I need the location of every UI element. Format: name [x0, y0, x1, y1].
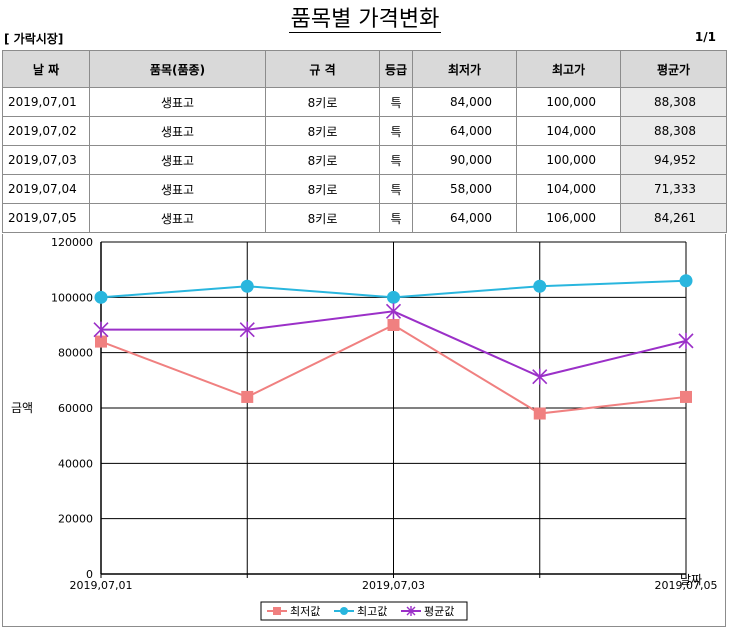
- legend-label: 최고값: [357, 605, 387, 618]
- cell-max-price: 104,000: [516, 116, 621, 146]
- y-tick-label: 20000: [58, 513, 93, 526]
- cell-item: 생표고: [89, 116, 266, 146]
- cell-date: 2019,07,03: [2, 145, 90, 175]
- cell-date: 2019,07,01: [2, 87, 90, 117]
- cell-item: 생표고: [89, 203, 266, 233]
- table-row: 2019,07,03 생표고 8키로 특 90,000 100,000 94,9…: [2, 145, 727, 175]
- cell-avg-price: 84,261: [620, 203, 727, 233]
- y-tick-label: 0: [86, 568, 93, 581]
- cell-min-price: 84,000: [412, 87, 517, 117]
- legend-label: 최저값: [290, 605, 320, 618]
- column-header-max-price: 최고가: [516, 50, 621, 88]
- cell-max-price: 104,000: [516, 174, 621, 204]
- column-header-spec: 규 격: [265, 50, 380, 88]
- data-point-circle: [679, 274, 693, 288]
- cell-date: 2019,07,04: [2, 174, 90, 204]
- cell-grade: 특: [379, 203, 413, 233]
- data-point-star: [385, 303, 402, 320]
- y-tick-label: 60000: [58, 402, 93, 415]
- table-row: 2019,07,01 생표고 8키로 특 84,000 100,000 88,3…: [2, 87, 727, 117]
- data-point-star: [239, 321, 255, 338]
- x-tick-label: 2019,07,01: [70, 579, 133, 592]
- cell-max-price: 106,000: [516, 203, 621, 233]
- legend-marker-square: [273, 607, 281, 615]
- table-row: 2019,07,04 생표고 8키로 특 58,000 104,000 71,3…: [2, 174, 727, 204]
- y-axis-label: 금액: [11, 401, 33, 415]
- column-header-date: 날 짜: [2, 50, 90, 88]
- cell-spec: 8키로: [265, 87, 380, 117]
- table-row: 2019,07,02 생표고 8키로 특 64,000 104,000 88,3…: [2, 116, 727, 146]
- data-point-star: [532, 368, 548, 385]
- cell-spec: 8키로: [265, 145, 380, 175]
- cell-spec: 8키로: [265, 203, 380, 233]
- data-point-circle: [94, 290, 108, 304]
- price-line-chart: 0 20000 40000 60000 80000 100000 120000 2019,07…: [11, 236, 718, 621]
- cell-date: 2019,07,05: [2, 203, 90, 233]
- data-point-circle: [387, 290, 400, 304]
- data-point-square: [680, 390, 692, 403]
- y-tick-label: 80000: [58, 347, 93, 360]
- data-point-square: [387, 319, 400, 331]
- y-tick-label: 120000: [51, 236, 93, 249]
- cell-grade: 특: [379, 116, 413, 146]
- cell-item: 생표고: [89, 145, 266, 175]
- cell-grade: 특: [379, 87, 413, 117]
- cell-max-price: 100,000: [516, 145, 621, 175]
- data-point-square: [95, 335, 107, 348]
- cell-date: 2019,07,02: [2, 116, 90, 146]
- price-table: 날 짜 품목(품종) 규 격 등급 최저가 최고가 평균가 2019,07,01…: [2, 50, 727, 233]
- y-tick-label: 40000: [58, 457, 93, 470]
- cell-grade: 특: [379, 145, 413, 175]
- cell-min-price: 58,000: [412, 174, 517, 204]
- data-point-star: [678, 332, 694, 349]
- chart-container: 0 20000 40000 60000 80000 100000 120000 2019,07…: [2, 234, 726, 627]
- cell-avg-price: 71,333: [620, 174, 727, 204]
- data-point-star: [93, 321, 109, 338]
- cell-min-price: 64,000: [412, 116, 517, 146]
- legend-marker-circle: [340, 607, 348, 615]
- table-row: 2019,07,05 생표고 8키로 특 64,000 106,000 84,2…: [2, 203, 727, 233]
- data-point-circle: [240, 279, 254, 293]
- table-header-row: 날 짜 품목(품종) 규 격 등급 최저가 최고가 평균가: [2, 50, 727, 88]
- cell-item: 생표고: [89, 174, 266, 204]
- cell-min-price: 64,000: [412, 203, 517, 233]
- legend-box: [260, 601, 468, 621]
- cell-avg-price: 94,952: [620, 145, 727, 175]
- page-number: 1/1: [694, 30, 716, 44]
- cell-item: 생표고: [89, 87, 266, 117]
- cell-grade: 특: [379, 174, 413, 204]
- cell-avg-price: 88,308: [620, 87, 727, 117]
- x-tick-label: 2019,07,03: [362, 579, 425, 592]
- legend-label: 평균값: [424, 605, 454, 618]
- data-point-square: [241, 390, 254, 403]
- page-title: 품목별 가격변화: [288, 7, 442, 33]
- legend-marker-star: [406, 606, 416, 616]
- data-point-square: [533, 407, 546, 420]
- column-header-grade: 등급: [379, 50, 413, 88]
- cell-max-price: 100,000: [516, 87, 621, 117]
- y-tick-label: 100000: [51, 291, 93, 304]
- cell-spec: 8키로: [265, 116, 380, 146]
- cell-avg-price: 88,308: [620, 116, 727, 146]
- x-tick-label: 2019,07,05: [655, 579, 718, 592]
- cell-spec: 8키로: [265, 174, 380, 204]
- x-axis-label: 날짜: [680, 573, 702, 587]
- column-header-avg-price: 평균가: [620, 50, 727, 88]
- market-label: [ 가락시장]: [4, 32, 64, 46]
- column-header-min-price: 최저가: [412, 50, 517, 88]
- cell-min-price: 90,000: [412, 145, 517, 175]
- data-point-circle: [533, 279, 547, 293]
- column-header-item: 품목(품종): [89, 50, 266, 88]
